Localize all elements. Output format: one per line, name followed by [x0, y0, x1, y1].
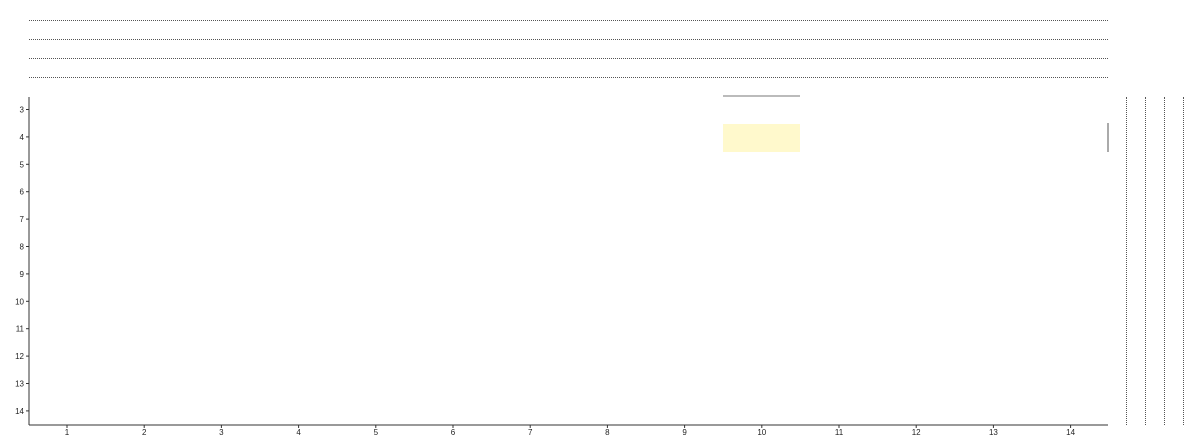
y-tick-label: 13 — [15, 380, 24, 389]
x-tick-label: 8 — [605, 428, 610, 437]
x-tick-label: 12 — [912, 428, 921, 437]
y-tick-label: 7 — [20, 215, 25, 224]
y-tick-label: 8 — [20, 243, 25, 252]
y-tick-label: 3 — [20, 106, 25, 115]
x-tick-label: 1 — [65, 428, 70, 437]
y-tick-label: 10 — [15, 297, 24, 306]
guide-line-horizontal — [29, 20, 1108, 21]
guide-line-vertical — [1126, 97, 1127, 425]
y-tick-label: 5 — [20, 160, 25, 169]
guide-line-horizontal — [29, 77, 1108, 78]
guide-line-vertical — [1145, 97, 1146, 425]
x-tick-label: 6 — [451, 428, 456, 437]
x-tick-label: 3 — [219, 428, 224, 437]
guide-line-vertical — [1183, 97, 1184, 425]
x-tick-label: 2 — [142, 428, 147, 437]
x-tick-label: 9 — [682, 428, 687, 437]
x-tick-label: 5 — [374, 428, 379, 437]
y-tick-label: 11 — [16, 325, 25, 334]
x-tick-label: 11 — [835, 428, 844, 437]
y-tick-label: 9 — [20, 270, 25, 279]
x-tick-label: 14 — [1066, 428, 1075, 437]
guide-line-vertical — [1164, 97, 1165, 425]
y-tick-label: 6 — [20, 188, 25, 197]
guide-line-horizontal — [29, 39, 1108, 40]
x-tick-label: 7 — [528, 428, 533, 437]
y-ruler: 3 4 5 6 7 8 9 10 11 12 13 14 — [15, 106, 29, 416]
x-tick-label: 4 — [296, 428, 301, 437]
x-tick-label: 10 — [757, 428, 766, 437]
highlighted-cell[interactable] — [723, 124, 800, 152]
x-ruler: 1 2 3 4 5 6 7 8 9 10 11 12 13 14 — [65, 425, 1076, 437]
y-tick-label: 14 — [15, 407, 24, 416]
guide-line-horizontal — [29, 58, 1108, 59]
y-tick-label: 12 — [15, 352, 24, 361]
x-tick-label: 13 — [989, 428, 998, 437]
y-tick-label: 4 — [20, 133, 25, 142]
